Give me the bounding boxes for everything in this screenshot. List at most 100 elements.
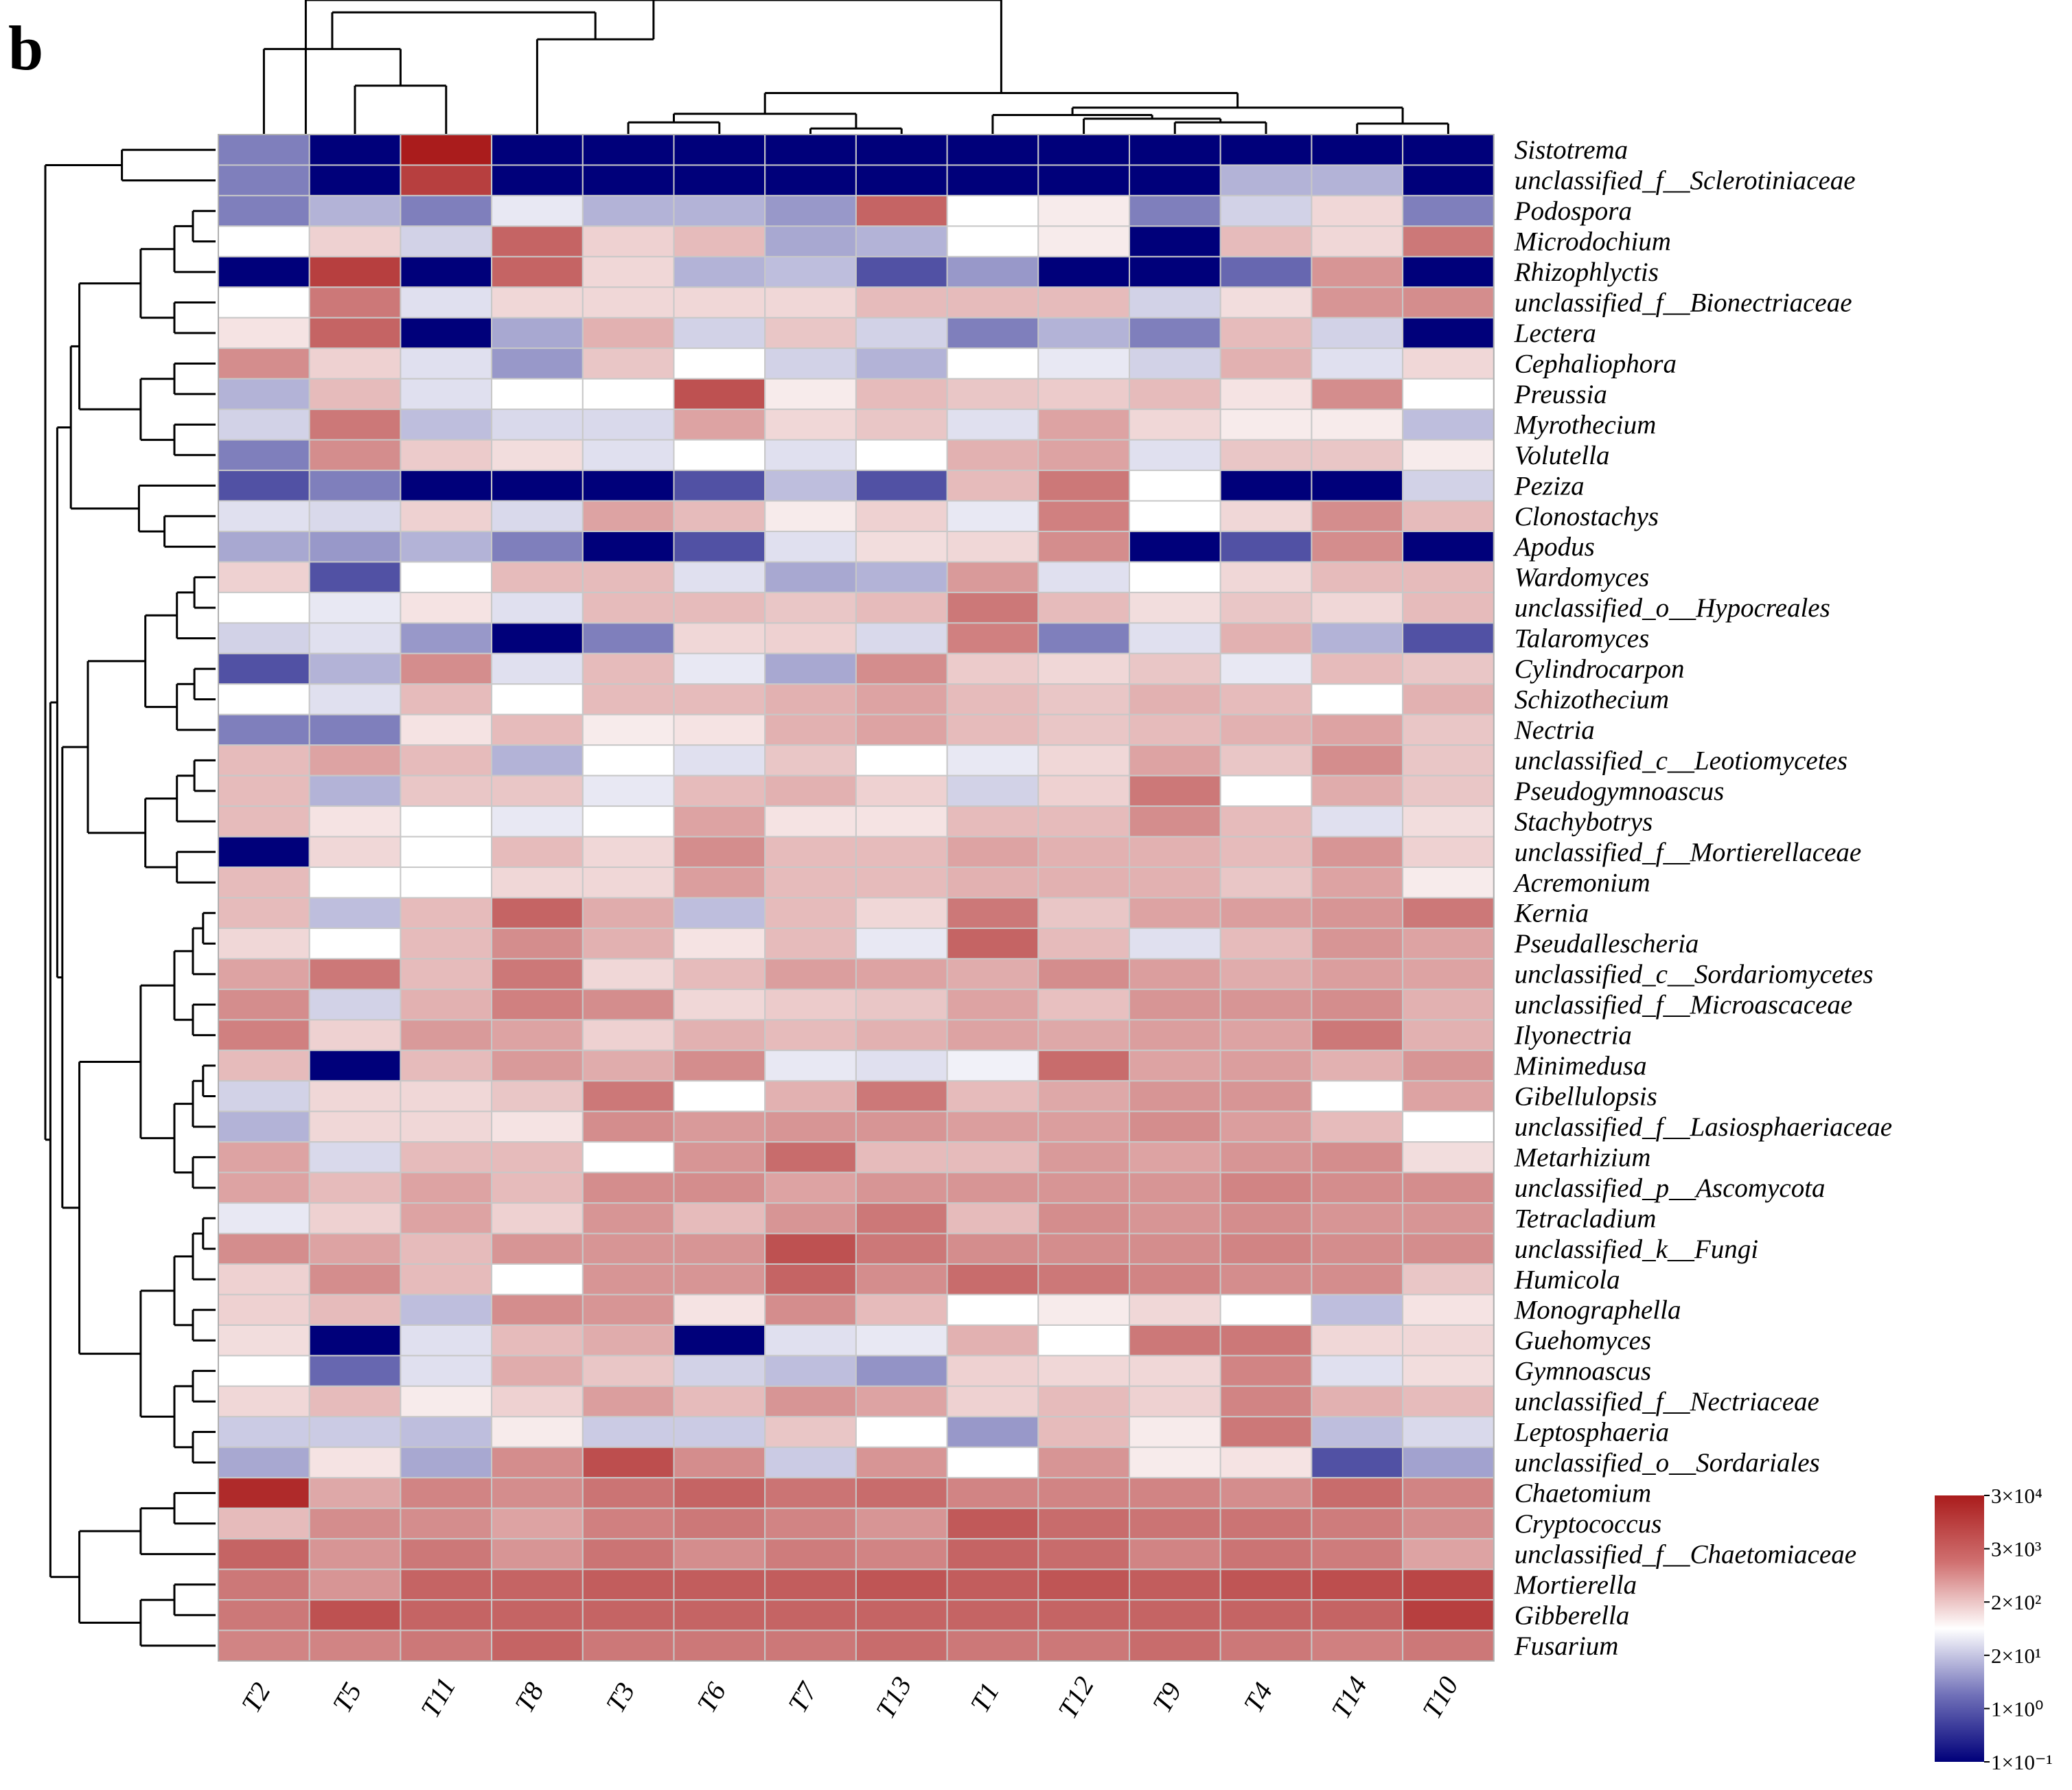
heatmap-cell — [218, 1324, 310, 1357]
heatmap-cell — [764, 744, 857, 777]
heatmap-cell — [1037, 255, 1131, 288]
heatmap-cell — [218, 867, 310, 899]
heatmap-cell — [946, 1263, 1039, 1296]
row-label-monographella: Monographella — [1514, 1296, 1681, 1325]
heatmap-cell — [400, 1232, 493, 1265]
heatmap-cell — [855, 988, 948, 1021]
heatmap-cell — [491, 255, 584, 288]
row-label-gymnoascus: Gymnoascus — [1515, 1357, 1651, 1386]
heatmap-cell — [491, 1629, 584, 1662]
heatmap-cell — [673, 1110, 766, 1143]
heatmap-cell — [673, 867, 766, 899]
heatmap-cell — [1037, 194, 1131, 227]
heatmap-cell — [491, 836, 584, 869]
heatmap-cell — [946, 347, 1039, 380]
heatmap-cell — [1311, 1477, 1404, 1509]
heatmap-cell — [400, 134, 493, 166]
heatmap-cell — [218, 683, 310, 715]
heatmap-cell — [1129, 500, 1221, 532]
heatmap-cell — [946, 1507, 1039, 1540]
heatmap-cell — [1402, 378, 1495, 411]
heatmap-cell — [218, 1446, 310, 1479]
heatmap-cell — [491, 805, 584, 838]
heatmap-cell — [308, 1355, 402, 1387]
row-label-lectera: Lectera — [1514, 319, 1596, 348]
heatmap-cell — [946, 927, 1039, 960]
heatmap-cell — [1037, 1385, 1131, 1418]
heatmap-cell — [1219, 164, 1313, 196]
heatmap-cell — [764, 1599, 857, 1631]
heatmap-cell — [1129, 713, 1221, 746]
heatmap-cell — [1402, 1019, 1495, 1051]
heatmap-cell — [764, 1080, 857, 1112]
heatmap-cell — [491, 713, 584, 746]
heatmap-cell — [308, 988, 402, 1021]
heatmap-cell — [1402, 867, 1495, 899]
heatmap-cell — [1311, 897, 1404, 929]
heatmap-cell — [1129, 1599, 1221, 1631]
heatmap-cell — [582, 1568, 675, 1601]
heatmap-cell — [1311, 1568, 1404, 1601]
heatmap-cell — [491, 1324, 584, 1357]
column-label-t7: T7 — [782, 1676, 824, 1718]
heatmap-cell — [1219, 1446, 1313, 1479]
heatmap-cell — [764, 1263, 857, 1296]
row-label-rhizophlyctis: Rhizophlyctis — [1514, 257, 1659, 287]
row-label-cylindrocarpon: Cylindrocarpon — [1515, 654, 1685, 684]
row-label-kernia: Kernia — [1514, 899, 1589, 928]
heatmap-cell — [946, 1324, 1039, 1357]
heatmap-cell — [855, 1324, 948, 1357]
heatmap-cell — [1129, 1477, 1221, 1509]
heatmap-cell — [673, 1355, 766, 1387]
heatmap-cell — [764, 1110, 857, 1143]
heatmap-cell — [1129, 744, 1221, 777]
heatmap-cell — [308, 194, 402, 227]
heatmap-cell — [1037, 713, 1131, 746]
heatmap-cell — [582, 867, 675, 899]
heatmap-cell — [308, 744, 402, 777]
heatmap-cell — [764, 927, 857, 960]
row-label-wardomyces: Wardomyces — [1515, 563, 1649, 593]
heatmap-cell — [1219, 958, 1313, 990]
heatmap-cell — [1037, 652, 1131, 685]
heatmap-cell — [1402, 1324, 1495, 1357]
heatmap-cell — [855, 347, 948, 380]
heatmap-cell — [491, 683, 584, 715]
heatmap-cell — [1311, 1355, 1404, 1387]
heatmap-cell — [491, 347, 584, 380]
heatmap-cell — [946, 1141, 1039, 1173]
heatmap-cell — [582, 683, 675, 715]
heatmap-cell — [946, 439, 1039, 472]
heatmap-cell — [218, 561, 310, 593]
row-label-unclassified-f-chaetomiaceae: unclassified_f__Chaetomiaceae — [1515, 1539, 1856, 1569]
heatmap-cell — [582, 286, 675, 319]
heatmap-cell — [764, 591, 857, 624]
heatmap-cell — [855, 1232, 948, 1265]
heatmap-cell — [218, 1019, 310, 1051]
heatmap-cell — [308, 1324, 402, 1357]
column-label-t6: T6 — [691, 1677, 732, 1718]
heatmap-cell — [400, 683, 493, 715]
heatmap-cell — [673, 500, 766, 532]
heatmap-cell — [400, 958, 493, 990]
heatmap-cell — [1129, 561, 1221, 593]
heatmap-cell — [1402, 1477, 1495, 1509]
heatmap-cell — [764, 134, 857, 166]
heatmap-cell — [946, 378, 1039, 411]
row-label-preussia: Preussia — [1514, 380, 1607, 409]
heatmap-cell — [1037, 774, 1131, 807]
heatmap-cell — [764, 1324, 857, 1357]
heatmap-cell — [946, 1385, 1039, 1418]
heatmap-cell — [673, 1141, 766, 1173]
heatmap-cell — [673, 805, 766, 838]
heatmap-cell — [1219, 378, 1313, 411]
heatmap-cell — [1219, 1263, 1313, 1296]
heatmap-cell — [1402, 1416, 1495, 1448]
heatmap-cell — [582, 958, 675, 990]
heatmap-cell — [400, 1019, 493, 1051]
heatmap-cell — [1037, 836, 1131, 869]
heatmap-cell — [400, 1568, 493, 1601]
heatmap-cell — [400, 164, 493, 196]
heatmap-cell — [491, 988, 584, 1021]
heatmap-cell — [1402, 713, 1495, 746]
